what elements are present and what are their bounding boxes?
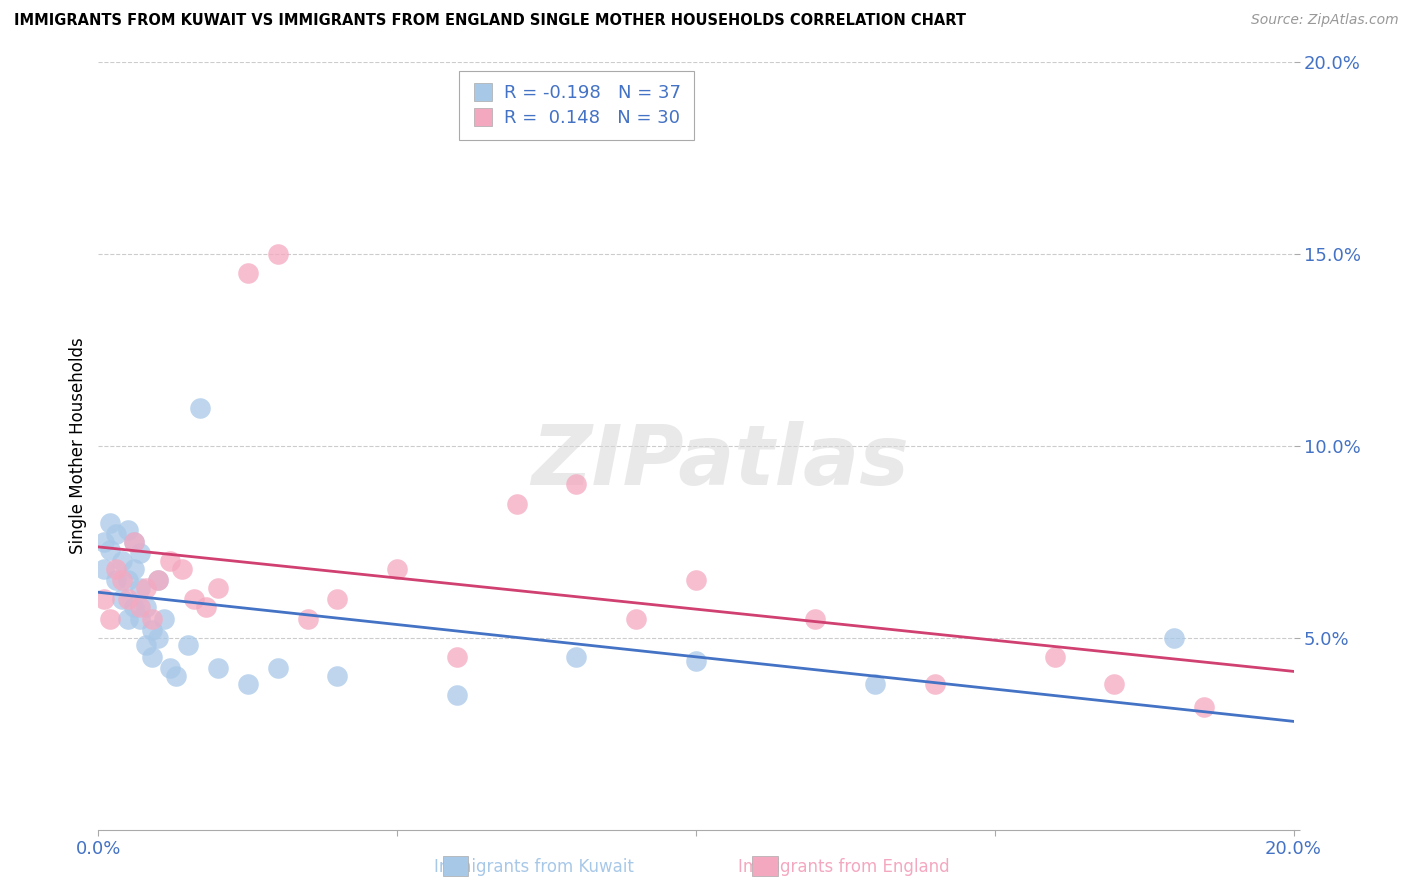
Point <box>165 669 187 683</box>
Y-axis label: Single Mother Households: Single Mother Households <box>69 338 87 554</box>
Point <box>129 581 152 595</box>
Point <box>924 677 946 691</box>
Point <box>446 689 468 703</box>
Point <box>1192 699 1215 714</box>
Point <box>804 612 827 626</box>
Point <box>141 649 163 664</box>
Point <box>124 562 146 576</box>
Point <box>159 554 181 568</box>
Point <box>267 661 290 675</box>
Point <box>1163 631 1185 645</box>
Point <box>326 592 349 607</box>
Point <box>177 639 200 653</box>
Point <box>111 554 134 568</box>
Point <box>153 612 176 626</box>
Point <box>93 592 115 607</box>
Point <box>385 562 409 576</box>
Point <box>297 612 319 626</box>
Point <box>129 612 152 626</box>
Text: Source: ZipAtlas.com: Source: ZipAtlas.com <box>1251 13 1399 28</box>
Point <box>124 535 146 549</box>
Point <box>141 612 163 626</box>
Point <box>98 516 122 530</box>
Point <box>93 535 115 549</box>
Point <box>105 574 128 588</box>
Point <box>117 574 139 588</box>
Point <box>565 477 588 491</box>
Text: ZIPatlas: ZIPatlas <box>531 421 908 502</box>
Point <box>183 592 205 607</box>
Point <box>236 677 259 691</box>
Text: IMMIGRANTS FROM KUWAIT VS IMMIGRANTS FROM ENGLAND SINGLE MOTHER HOUSEHOLDS CORRE: IMMIGRANTS FROM KUWAIT VS IMMIGRANTS FRO… <box>14 13 966 29</box>
Point <box>93 562 115 576</box>
Text: Immigrants from England: Immigrants from England <box>738 858 949 876</box>
Point <box>111 574 134 588</box>
Point <box>195 600 218 615</box>
Point <box>117 524 139 538</box>
Point <box>135 600 157 615</box>
Point <box>207 581 229 595</box>
Text: Immigrants from Kuwait: Immigrants from Kuwait <box>434 858 634 876</box>
Point <box>98 542 122 557</box>
Point <box>129 600 152 615</box>
Point <box>446 649 468 664</box>
Point <box>565 649 588 664</box>
Point <box>111 592 134 607</box>
Legend: R = -0.198   N = 37, R =  0.148   N = 30: R = -0.198 N = 37, R = 0.148 N = 30 <box>460 71 693 140</box>
Point <box>506 496 529 510</box>
Point <box>124 535 146 549</box>
Point <box>129 546 152 560</box>
Point <box>148 631 170 645</box>
Point <box>236 266 259 280</box>
Point <box>188 401 211 415</box>
Point <box>98 612 122 626</box>
Point <box>326 669 349 683</box>
Point <box>626 612 648 626</box>
Point <box>148 574 170 588</box>
Point <box>117 592 139 607</box>
Point <box>117 612 139 626</box>
Point <box>1104 677 1126 691</box>
Point <box>267 247 290 261</box>
Point <box>685 654 707 668</box>
Point <box>148 574 170 588</box>
Point <box>135 581 157 595</box>
Point <box>207 661 229 675</box>
Point <box>1043 649 1066 664</box>
Point <box>172 562 194 576</box>
Point <box>159 661 181 675</box>
Point <box>105 527 128 541</box>
Point <box>105 562 128 576</box>
Point <box>685 574 707 588</box>
Point <box>865 677 887 691</box>
Point <box>124 600 146 615</box>
Point <box>135 639 157 653</box>
Point <box>141 623 163 637</box>
